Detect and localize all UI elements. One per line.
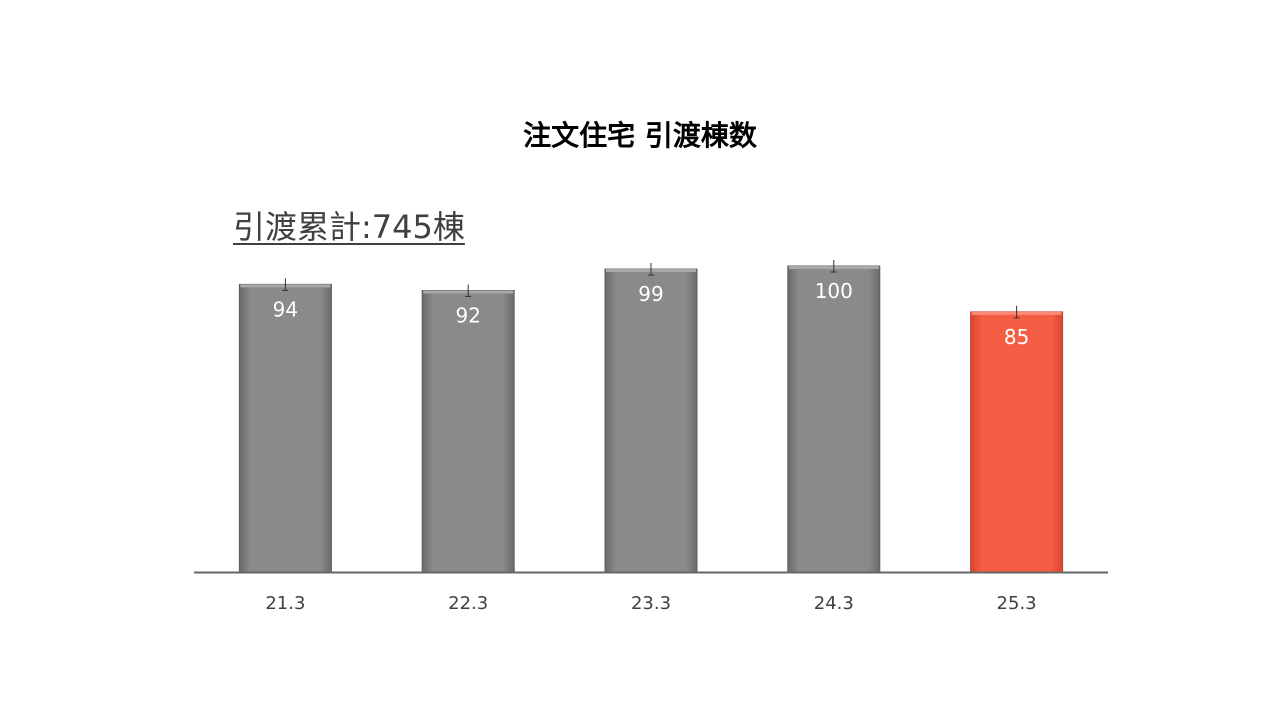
data-label-23.3: 99	[638, 282, 663, 306]
data-label-24.3: 100	[815, 279, 853, 303]
x-tick-label-22.3: 22.3	[448, 593, 488, 614]
x-tick-labels: 21.3 22.3 23.3 24.3 25.3	[265, 593, 1036, 614]
cumulative-total-label: 引渡累計:745棟	[233, 208, 465, 246]
x-tick-label-24.3: 24.3	[814, 593, 854, 614]
bar-23.3	[604, 268, 698, 573]
x-tick-label-25.3: 25.3	[997, 593, 1037, 614]
x-tick-label-23.3: 23.3	[631, 593, 671, 614]
bars-group: 94 92 99 100 85	[238, 260, 1064, 573]
bar-24.3	[787, 265, 881, 573]
bar-21.3	[238, 283, 332, 573]
data-label-21.3: 94	[273, 297, 298, 321]
chart-title: 注文住宅 引渡棟数	[523, 119, 757, 152]
bar-22.3	[421, 289, 515, 573]
data-label-25.3: 85	[1004, 325, 1029, 349]
x-tick-label-21.3: 21.3	[265, 593, 305, 614]
bar-25.3	[970, 311, 1064, 573]
data-label-22.3: 92	[455, 303, 480, 327]
